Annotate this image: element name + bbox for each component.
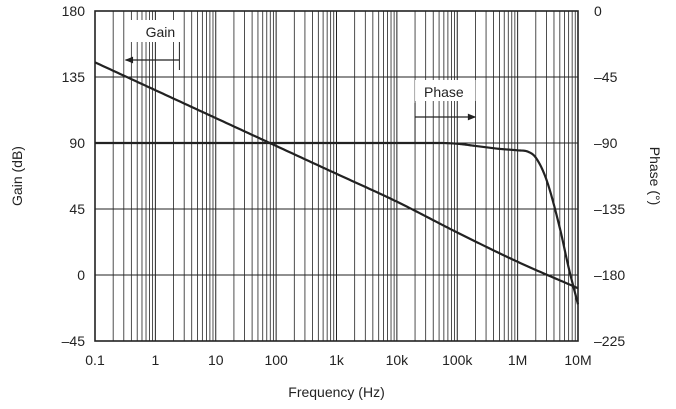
tick-labels: 0.1 1 10 100 1k 10k 100k 1M 10M –45 0 45 90 135 180 –22… <box>62 3 626 368</box>
y-left-tick-label: 180 <box>62 3 86 19</box>
x-tick-label: 0.1 <box>85 352 105 368</box>
x-axis-title: Frequency (Hz) <box>288 384 384 400</box>
y-left-tick-label: –45 <box>62 333 86 349</box>
phase-label-bg <box>415 80 476 101</box>
series-lines <box>94 61 580 305</box>
y-left-tick-label: 90 <box>69 135 85 151</box>
annotations: Gain Phase <box>124 20 477 143</box>
grid <box>95 11 578 341</box>
y-right-tick-label: –90 <box>594 135 618 151</box>
x-tick-label: 100k <box>442 352 473 368</box>
gain-label-bg <box>129 20 182 42</box>
y-right-tick-label: –225 <box>594 333 625 349</box>
x-tick-label: 10M <box>564 352 591 368</box>
y-right-tick-label: –135 <box>594 201 625 217</box>
plot-frame <box>94 10 579 342</box>
series-gain-line <box>94 61 579 290</box>
x-tick-label: 100 <box>264 352 288 368</box>
x-tick-label: 10 <box>208 352 224 368</box>
y-axis-title-right: Phase (°) <box>647 147 663 206</box>
x-tick-label: 1 <box>151 352 159 368</box>
x-tick-label: 1M <box>508 352 527 368</box>
y-axis-title-left: Gain (dB) <box>9 146 25 206</box>
y-right-tick-label: 0 <box>594 3 602 19</box>
gain-annotation-label: Gain <box>146 24 176 40</box>
x-tick-label: 1k <box>329 352 345 368</box>
y-right-tick-label: –45 <box>594 69 618 85</box>
series-phase-line <box>95 141 580 305</box>
y-left-tick-label: 135 <box>62 69 86 85</box>
phase-annotation-label: Phase <box>424 84 464 100</box>
y-left-tick-label: 0 <box>77 267 85 283</box>
y-right-tick-label: –180 <box>594 267 625 283</box>
y-left-tick-label: 45 <box>69 201 85 217</box>
x-tick-label: 10k <box>386 352 410 368</box>
